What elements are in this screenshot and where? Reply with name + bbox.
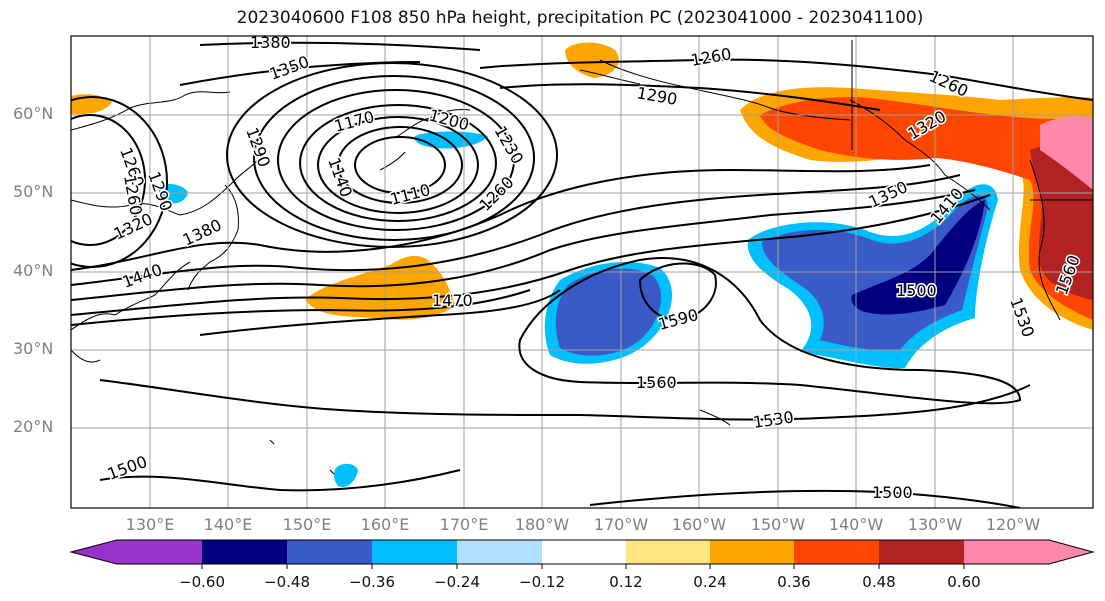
contour-label: 1500	[872, 483, 913, 502]
colorbar-tick-label: 0.12	[609, 573, 643, 591]
lat-label: 40°N	[13, 261, 54, 280]
alaska-coastline	[599, 59, 1061, 321]
contour-north-1290	[499, 83, 881, 111]
colorbar-bin	[287, 540, 372, 564]
map-area: 1380 1350 1290 1260 1320 1380 1440 1170 …	[71, 33, 1093, 508]
colorbar-tick-label: −0.12	[519, 573, 565, 591]
colorbar-bin	[710, 540, 794, 564]
asia-coastline	[71, 91, 263, 363]
lon-label: 150°E	[282, 515, 332, 534]
precip-positive-kamchatka	[565, 42, 619, 78]
coastlines	[71, 40, 1093, 475]
colorbar-tick-label: −0.48	[264, 573, 310, 591]
colorbar-bin	[626, 540, 710, 564]
aleutian-coastline	[269, 69, 731, 475]
lon-label: 120°W	[985, 515, 1041, 534]
contour-low-1140	[337, 126, 463, 204]
contour-1560	[518, 257, 1022, 405]
lon-label: 160°E	[360, 515, 410, 534]
lon-label: 140°W	[828, 515, 884, 534]
lat-label: 50°N	[13, 182, 54, 201]
contour-asia-low-1	[71, 114, 146, 246]
contour-north-1350	[179, 61, 421, 86]
precip-36-alaska	[760, 97, 1093, 320]
lon-label: 170°E	[439, 515, 489, 534]
contour-1590	[638, 262, 717, 322]
colorbar-bin	[372, 540, 457, 564]
colorbar-outline	[69, 539, 1095, 565]
lat-label: 60°N	[13, 104, 54, 123]
precip-48-alaska	[1030, 141, 1093, 300]
contour-1320	[71, 164, 931, 271]
contour-1500-west	[99, 469, 461, 492]
contour-label: 1470	[432, 291, 473, 310]
colorbar-bin	[879, 540, 964, 564]
height-contours	[71, 41, 1093, 508]
na-border	[851, 40, 1093, 201]
precip-48-east	[851, 200, 985, 315]
contour-low-1110	[354, 136, 446, 194]
colorbar-tick-label: 0.60	[947, 573, 981, 591]
contour-label: 1500	[896, 281, 937, 300]
contour-low-1170	[317, 116, 479, 214]
precip-60-alaska	[1040, 116, 1093, 190]
contour-low-1230	[277, 89, 515, 231]
lon-label: 130°E	[125, 515, 175, 534]
colorbar-tick-label: 0.36	[777, 573, 811, 591]
contour-1350	[71, 174, 961, 286]
contour-1410	[71, 194, 991, 316]
colorbar-bin	[542, 540, 626, 564]
contour-north-1380	[199, 41, 481, 51]
contour-north-1260	[479, 58, 1093, 101]
contour-label: 1560	[636, 373, 677, 392]
contour-1380	[71, 189, 976, 301]
contour-label: 1380	[250, 33, 291, 52]
colorbar-bin	[794, 540, 879, 564]
kamchatka-coastline	[379, 109, 471, 171]
colorbar	[69, 539, 1095, 569]
colorbar-tick-label: −0.60	[179, 573, 225, 591]
gridlines	[71, 36, 1093, 508]
lat-label: 30°N	[13, 339, 54, 358]
precip-negative-pacific-isle	[333, 463, 358, 488]
lon-label: 160°W	[671, 515, 727, 534]
colorbar-tick-label: −0.36	[349, 573, 395, 591]
contour-low-1200	[299, 104, 497, 222]
lon-label: 130°W	[907, 515, 963, 534]
lon-label: 170°W	[593, 515, 649, 534]
contour-low-1260	[253, 75, 535, 241]
colorbar-bin	[457, 540, 542, 564]
colorbar-extend-high	[1049, 540, 1093, 564]
colorbar-tick-label: 0.48	[862, 573, 896, 591]
precip-positive-asia	[71, 94, 112, 115]
contour-1500-east	[589, 489, 1021, 508]
lon-label: 180°W	[514, 515, 570, 534]
colorbar-extend-low	[71, 540, 117, 564]
contour-1440	[71, 289, 531, 326]
contour-1530	[99, 379, 1031, 421]
precip-36-central	[555, 268, 662, 356]
colorbar-tick-label: −0.24	[434, 573, 480, 591]
lon-label: 150°W	[750, 515, 806, 534]
lon-label: 140°E	[203, 515, 253, 534]
map-title: 2023040600 F108 850 hPa height, precipit…	[236, 8, 924, 28]
lat-label: 20°N	[13, 417, 54, 436]
colorbar-tick-label: 0.24	[693, 573, 727, 591]
japan-coastline	[187, 184, 239, 291]
contour-1470	[199, 289, 561, 336]
colorbar-bin	[964, 540, 1049, 564]
colorbar-bin	[202, 540, 287, 564]
map-frame	[70, 35, 1094, 509]
colorbar-bin	[117, 540, 202, 564]
